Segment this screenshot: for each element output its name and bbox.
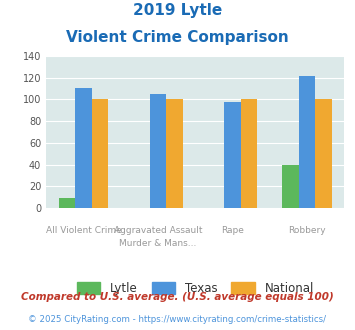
- Bar: [75, 87, 92, 208]
- Text: © 2025 CityRating.com - https://www.cityrating.com/crime-statistics/: © 2025 CityRating.com - https://www.city…: [28, 315, 327, 324]
- Bar: [241, 99, 257, 208]
- Text: Robbery: Robbery: [288, 226, 326, 235]
- Text: 2019 Lytle: 2019 Lytle: [133, 3, 222, 18]
- Bar: [299, 76, 315, 208]
- Bar: [92, 99, 108, 208]
- Text: Murder & Mans...: Murder & Mans...: [119, 239, 197, 248]
- Bar: [315, 99, 332, 208]
- Text: Compared to U.S. average. (U.S. average equals 100): Compared to U.S. average. (U.S. average …: [21, 292, 334, 302]
- Text: All Violent Crime: All Violent Crime: [45, 226, 121, 235]
- Bar: [224, 102, 241, 208]
- Bar: [283, 165, 299, 208]
- Text: Aggravated Assault: Aggravated Assault: [114, 226, 202, 235]
- Text: Violent Crime Comparison: Violent Crime Comparison: [66, 30, 289, 45]
- Bar: [166, 99, 182, 208]
- Bar: [150, 94, 166, 208]
- Text: Rape: Rape: [221, 226, 244, 235]
- Legend: Lytle, Texas, National: Lytle, Texas, National: [72, 278, 318, 300]
- Bar: [59, 198, 75, 208]
